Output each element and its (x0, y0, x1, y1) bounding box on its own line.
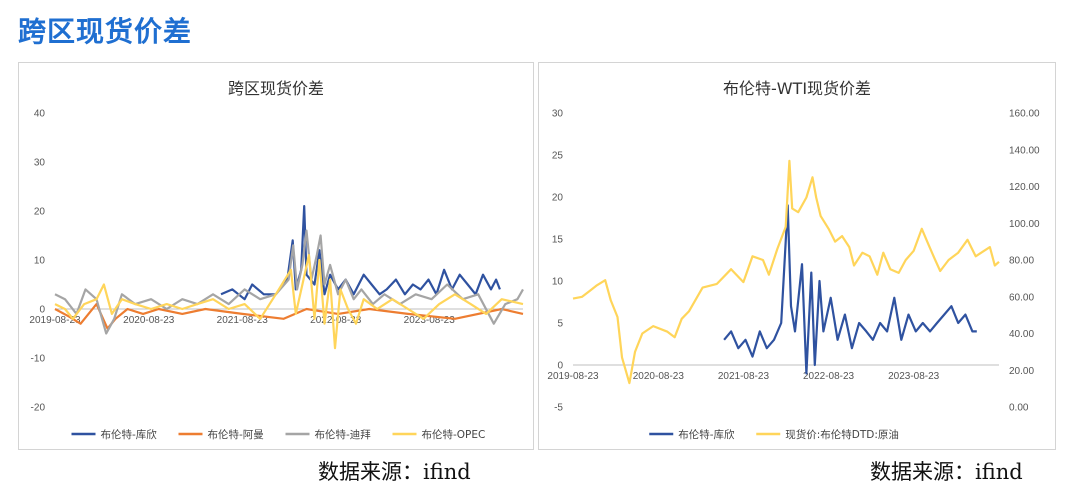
y2-tick-label: 40.00 (1009, 329, 1034, 340)
legend-label: 布伦特-阿曼 (208, 428, 265, 441)
x-tick-label: 2021-08-23 (718, 371, 770, 382)
y-tick-label: 5 (557, 319, 563, 330)
chart-panel-brent-wti: 布伦特-WTI现货价差 -5 0 5 10 15 20 25 30 0.00 20.00 40.00… (538, 62, 1056, 450)
y-tick-label: 30 (34, 158, 46, 169)
y-tick-label: 15 (552, 235, 564, 246)
page-title: 跨区现货价差 (18, 15, 193, 48)
x-tick-label: 2020-08-23 (633, 371, 685, 382)
series-line (54, 229, 524, 335)
legend-label: 布伦特-OPEC (422, 428, 486, 441)
y-tick-label: 10 (34, 256, 46, 267)
x-tick-label: 2019-08-23 (547, 371, 599, 382)
chart-title: 跨区现货价差 (227, 79, 324, 98)
x-tick-label: 2021-08-23 (217, 315, 269, 326)
series-line (723, 204, 977, 375)
y2-tick-label: 60.00 (1009, 292, 1034, 303)
chart-svg: -5 0 5 10 15 20 25 30 0.00 20.00 40.00 60.00 80.00 10… (547, 109, 1040, 442)
x-tick-label: 2019-08-23 (29, 315, 81, 326)
y-tick-label: -20 (31, 403, 46, 414)
legend-label: 现货价:布伦特DTD:原油 (785, 428, 899, 441)
y-tick-label: 0 (557, 361, 563, 372)
x-tick-label: 2022-08-23 (803, 371, 855, 382)
y2-tick-label: 80.00 (1009, 256, 1034, 267)
chart-svg: -20 -10 0 10 20 30 40 2019-08-23 2020-08-23 2021-… (29, 109, 524, 441)
y-tick-label: 0 (39, 305, 45, 316)
y-tick-label: -5 (554, 403, 563, 414)
x-tick-label: 2023-08-23 (404, 315, 456, 326)
y2-tick-label: 120.00 (1009, 182, 1040, 193)
y2-tick-label: 20.00 (1009, 366, 1034, 377)
y2-tick-label: 100.00 (1009, 219, 1040, 230)
y2-tick-label: 0.00 (1009, 403, 1029, 414)
y-tick-label: 10 (552, 277, 564, 288)
y-tick-label: -10 (31, 354, 46, 365)
y2-tick-label: 140.00 (1009, 145, 1040, 156)
series-line (220, 205, 501, 301)
y-tick-label: 20 (552, 193, 564, 204)
y2-tick-label: 160.00 (1009, 109, 1040, 120)
y-tick-label: 20 (34, 207, 46, 218)
series-line (572, 159, 1000, 385)
legend-label: 布伦特-迪拜 (315, 428, 372, 441)
x-tick-label: 2023-08-23 (888, 371, 940, 382)
y-tick-label: 30 (552, 109, 564, 120)
legend-label: 布伦特-库欣 (678, 428, 735, 441)
y-tick-label: 40 (34, 109, 46, 120)
source-note: 数据来源：ifind (318, 460, 471, 484)
chart-title: 布伦特-WTI现货价差 (722, 79, 872, 98)
y-tick-label: 25 (552, 151, 564, 162)
source-note: 数据来源：ifind (870, 460, 1023, 484)
x-tick-label: 2020-08-23 (123, 315, 175, 326)
series-line (54, 254, 524, 350)
chart-panel-spread: 跨区现货价差 -20 -10 0 10 20 30 40 2019-08-23 2020-08-… (18, 62, 534, 450)
legend-label: 布伦特-库欣 (101, 428, 158, 441)
x-tick-label: 2022-08-23 (310, 315, 362, 326)
